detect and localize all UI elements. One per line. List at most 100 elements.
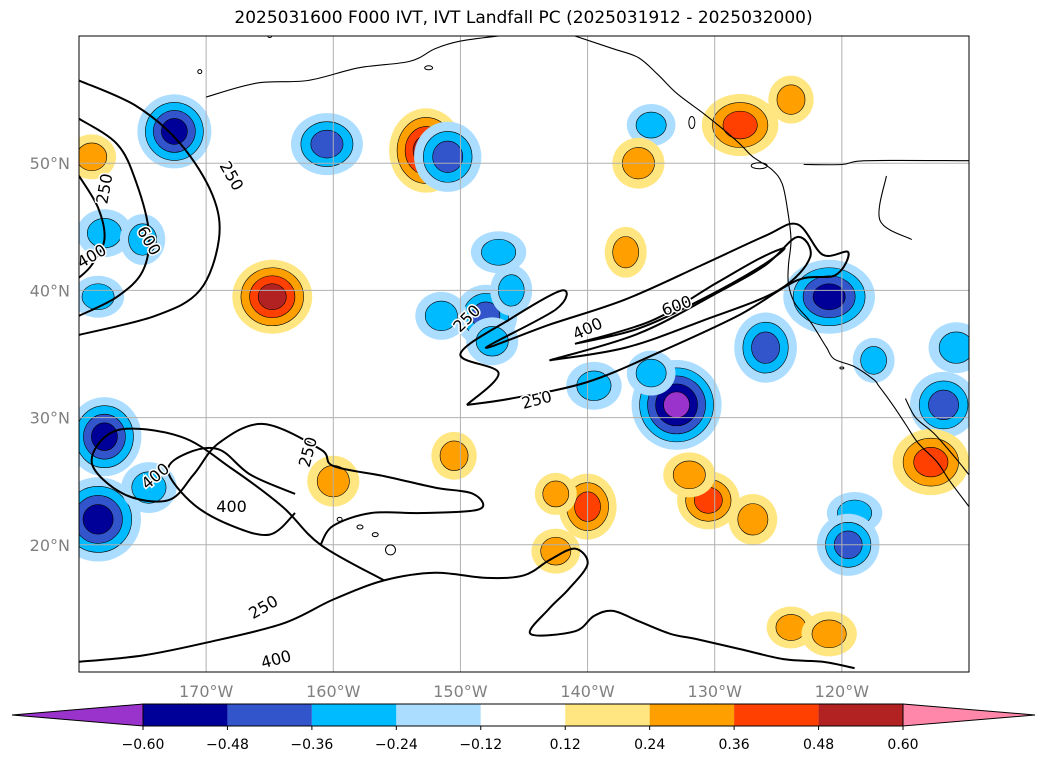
colorbar-segment xyxy=(818,704,903,726)
pc-blob-ring xyxy=(612,236,640,269)
island xyxy=(371,532,379,538)
pc-blob-ring xyxy=(672,460,706,490)
colorbar-tick-label: 0.60 xyxy=(887,737,918,753)
pc-blob xyxy=(79,477,141,562)
colorbar-segment xyxy=(396,704,481,726)
pc-blob xyxy=(137,94,212,169)
island xyxy=(385,544,396,556)
pc-blob-ring xyxy=(938,331,969,364)
pc-blob-ring xyxy=(540,536,572,566)
pc-blob-ring xyxy=(722,110,758,140)
coastline xyxy=(205,36,499,98)
colorbar-segment xyxy=(649,704,735,726)
ivt-contour-250 xyxy=(90,422,485,582)
colorbar-segment xyxy=(565,704,650,726)
coastline xyxy=(904,398,969,476)
pc-blob-ring xyxy=(161,118,188,145)
pc-blob-ring xyxy=(481,238,517,266)
pc-blob xyxy=(470,231,527,274)
island xyxy=(839,366,845,370)
pc-blob xyxy=(531,528,581,574)
ivt-contour-layer xyxy=(79,79,855,670)
pc-blob-ring xyxy=(913,446,949,478)
pc-blob xyxy=(121,462,177,513)
colorbar-tick-label: −0.48 xyxy=(206,737,249,753)
colorbar-segment xyxy=(734,704,819,726)
colorbar-extend-low xyxy=(11,703,144,727)
latitude-tick-label: 40°N xyxy=(30,281,70,300)
colorbar-tick-label: 0.36 xyxy=(719,737,750,753)
ivt-contour-250 xyxy=(459,222,850,406)
colorbar-tick-label: 0.48 xyxy=(803,737,834,753)
pc-blob-ring xyxy=(812,283,846,311)
pc-blob xyxy=(701,94,779,157)
pc-blob-ring xyxy=(776,84,806,115)
pc-blob-ring xyxy=(439,440,469,471)
longitude-tick-label: 140°W xyxy=(560,682,615,701)
latitude-tick-labels: 20°N 30°N 40°N 50°N xyxy=(30,154,70,555)
pc-blob xyxy=(534,472,577,515)
colorbar-tick-label: −0.12 xyxy=(459,737,502,753)
longitude-tick-label: 170°W xyxy=(179,682,234,701)
pc-blob xyxy=(892,429,969,496)
pc-blob xyxy=(783,259,876,334)
island xyxy=(267,36,273,38)
pc-blob-ring xyxy=(635,111,667,139)
colorbar-frame xyxy=(142,703,904,727)
latitude-tick-label: 50°N xyxy=(30,154,70,173)
colorbar-extend-high xyxy=(902,703,1036,727)
pc-blob-ring xyxy=(775,614,807,641)
colorbar-segment xyxy=(480,704,566,726)
colorbar xyxy=(11,703,1036,727)
pc-blob-ring xyxy=(81,283,115,311)
pc-blob xyxy=(801,611,857,657)
island xyxy=(197,69,203,75)
ivt-contour-400 xyxy=(79,117,151,317)
latitude-tick-label: 30°N xyxy=(30,409,70,428)
pc-blob-ring xyxy=(737,503,769,536)
island xyxy=(424,65,434,71)
pc-blob xyxy=(909,371,969,438)
pc-blob-ring xyxy=(310,129,344,159)
pc-blob-ring xyxy=(82,504,114,535)
pc-blob xyxy=(232,259,313,334)
colorbar-tick-labels: −0.60 −0.48 −0.36 −0.24 −0.12 0.12 0.24 0.36 0.4… xyxy=(122,726,919,753)
pc-blob-ring xyxy=(751,331,780,364)
longitude-tick-label: 130°W xyxy=(688,682,743,701)
pc-blob-ring xyxy=(424,300,458,331)
latitude-tick-label: 20°N xyxy=(30,536,70,555)
ivt-contour-600 xyxy=(79,175,106,279)
plot-frame xyxy=(78,35,970,673)
longitude-tick-label: 150°W xyxy=(433,682,488,701)
colorbar-segment xyxy=(143,704,228,726)
pc-blob xyxy=(768,75,814,124)
pc-blob xyxy=(663,452,716,498)
pc-blob-ring xyxy=(432,140,464,173)
pc-blob xyxy=(626,104,676,147)
pc-blob xyxy=(604,226,647,278)
pc-blob-ring xyxy=(257,283,287,311)
pc-blob-ring xyxy=(635,358,667,388)
pc-blob-ring xyxy=(542,480,570,508)
plot-background xyxy=(79,36,969,672)
longitude-tick-labels: 170°W 160°W 150°W 140°W 130°W 120°W xyxy=(179,682,869,701)
landfall-pc-fill-layer xyxy=(79,75,969,657)
pc-blob xyxy=(626,350,676,396)
contour-label: 400 xyxy=(216,497,247,516)
pc-blob xyxy=(414,121,482,192)
pc-blob xyxy=(928,322,969,374)
island xyxy=(356,524,364,530)
colorbar-tick-label: 0.12 xyxy=(550,737,581,753)
ivt-contour-400 xyxy=(166,446,296,537)
island xyxy=(688,115,696,129)
island xyxy=(750,162,768,170)
pc-blob-ring xyxy=(928,389,959,420)
coastline xyxy=(803,159,969,166)
ivt-contour-250 xyxy=(79,79,221,336)
pc-blob xyxy=(852,337,895,383)
chart-title: 2025031600 F000 IVT, IVT Landfall PC (20… xyxy=(234,8,813,28)
colorbar-tick-label: −0.36 xyxy=(290,737,333,753)
pc-blob xyxy=(79,209,133,258)
longitude-tick-label: 120°W xyxy=(815,682,870,701)
